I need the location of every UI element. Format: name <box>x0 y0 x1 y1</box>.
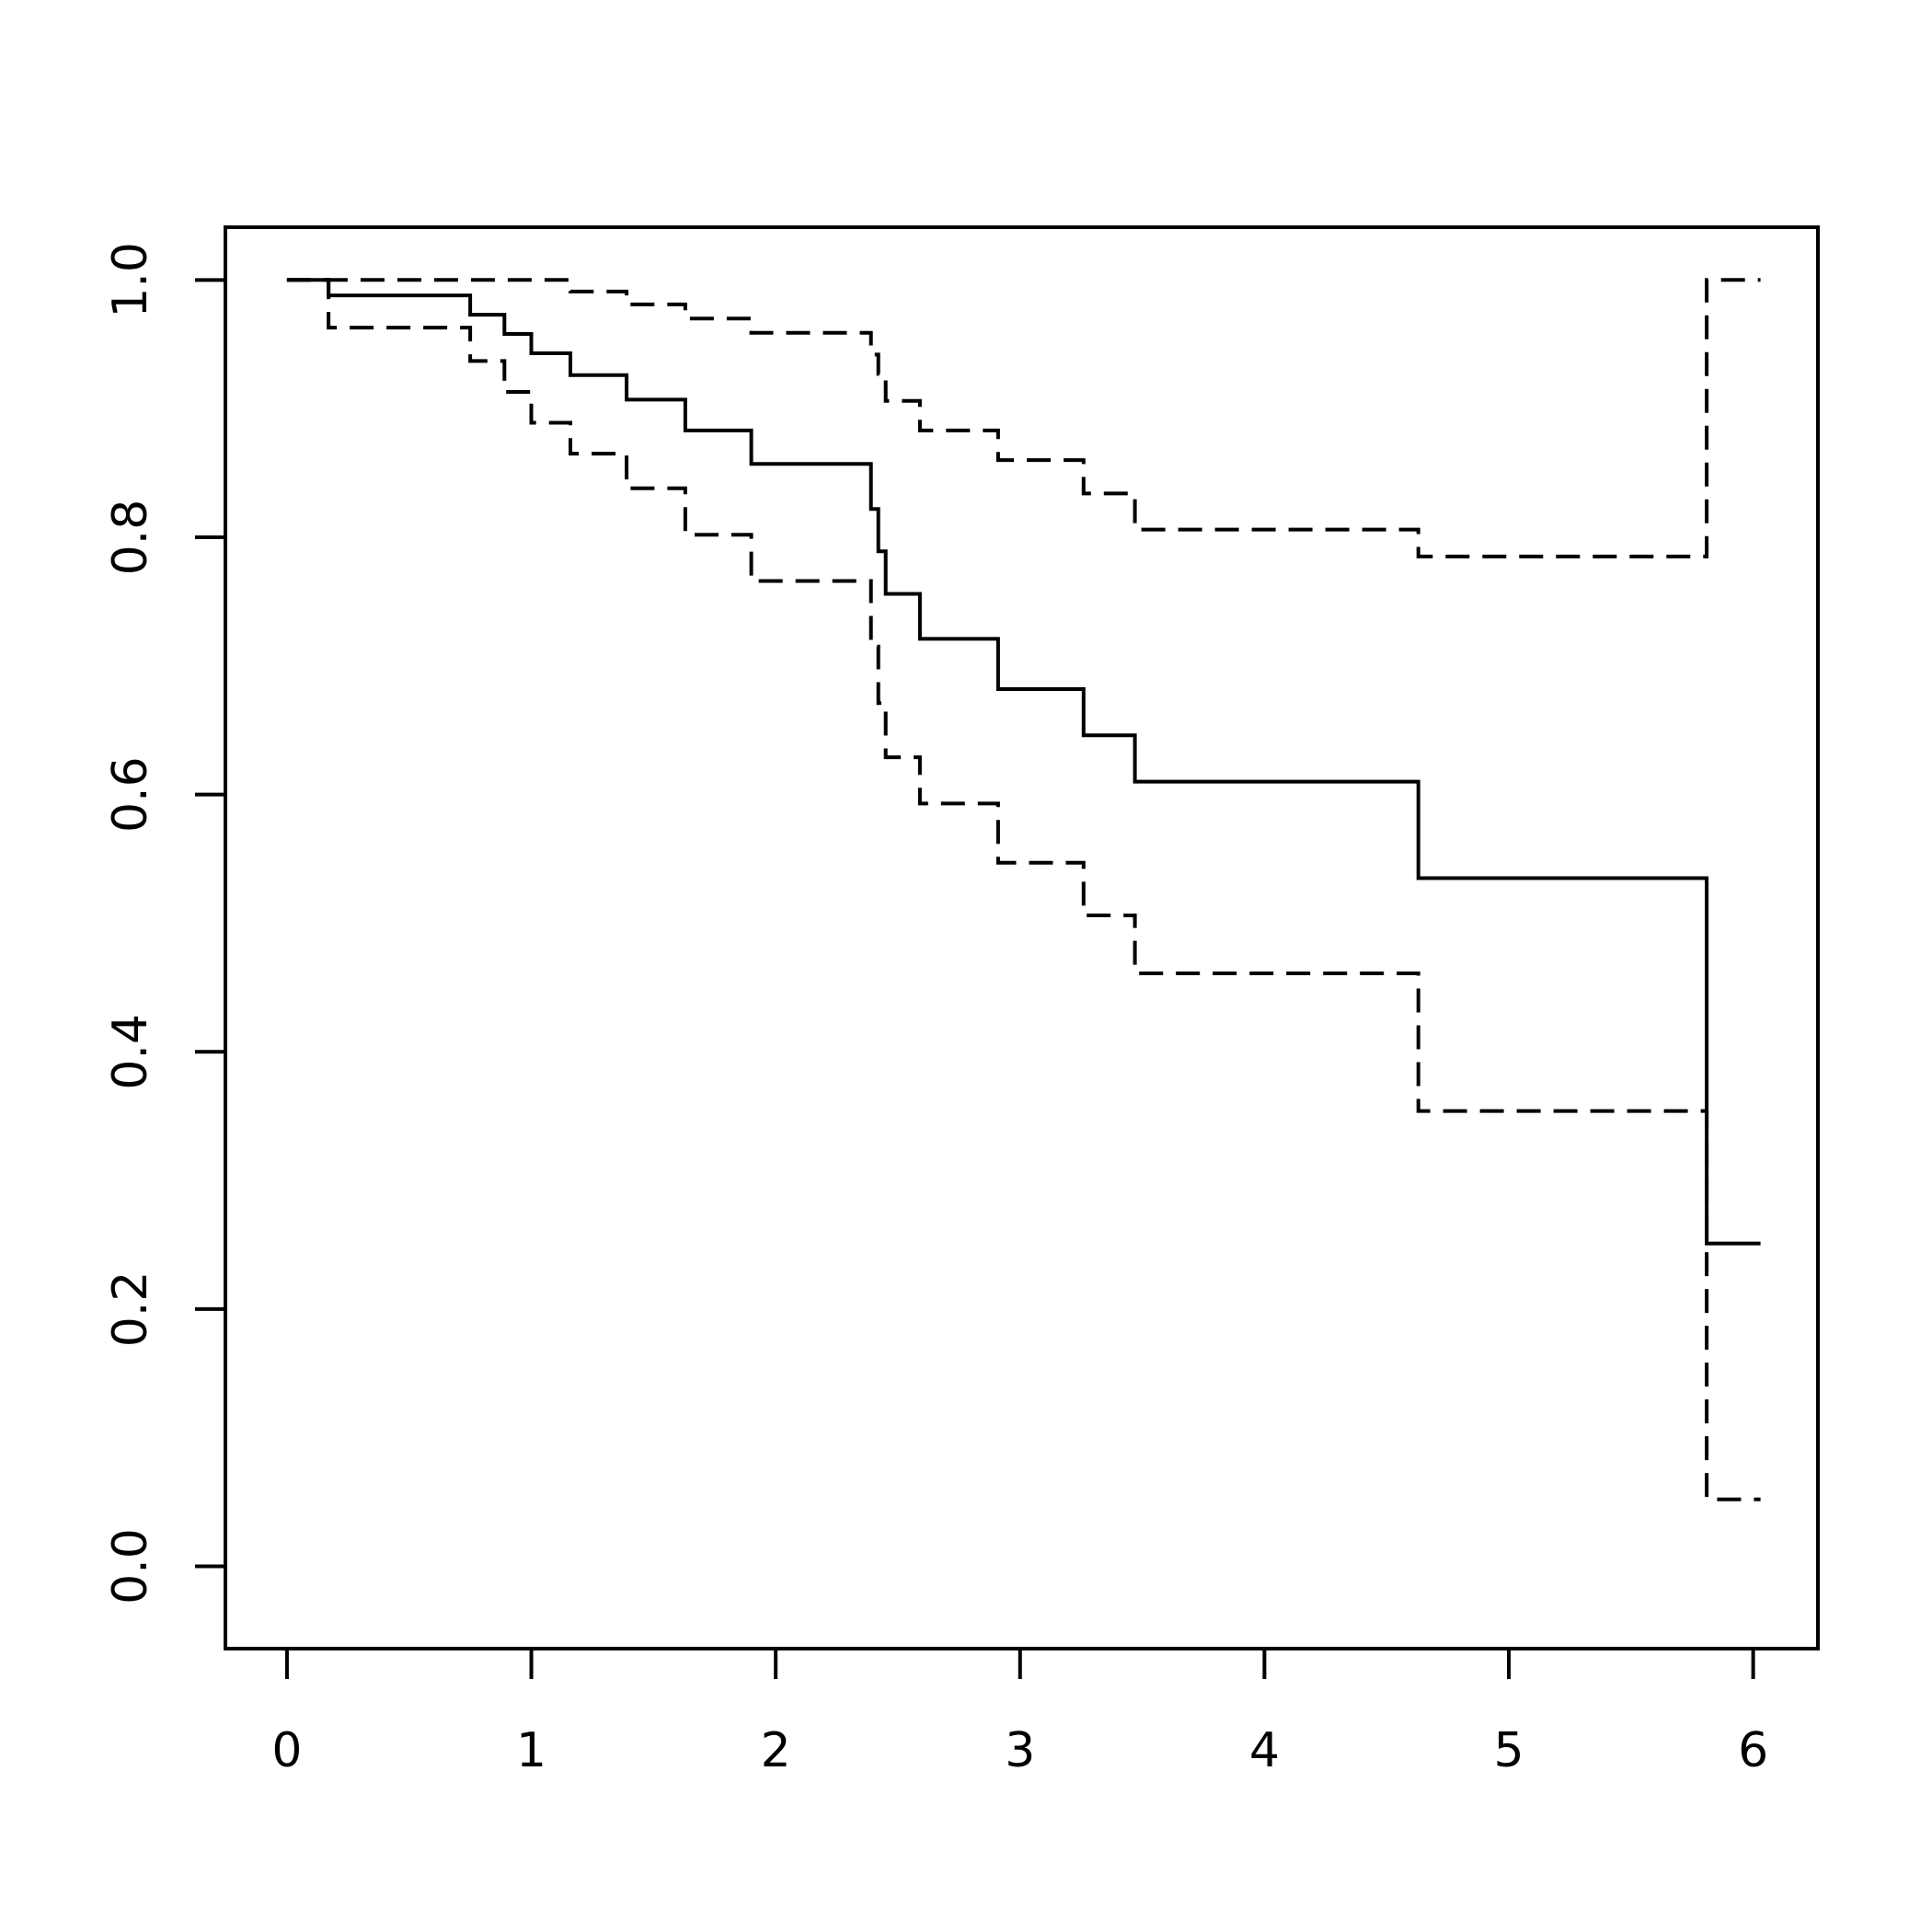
y-axis-tick-label: 0.8 <box>103 500 158 576</box>
x-axis-tick-label: 6 <box>1738 1723 1768 1778</box>
x-axis-tick-label: 4 <box>1249 1723 1280 1778</box>
survival-estimate-line <box>286 278 1761 1246</box>
upper-confidence-band-line <box>286 278 1761 558</box>
y-axis-tick-label: 0.6 <box>103 756 158 833</box>
y-axis-tick-label: 0.2 <box>103 1271 158 1348</box>
x-axis-tick-label: 1 <box>516 1723 546 1778</box>
y-axis-tick-label: 1.0 <box>103 242 158 318</box>
lower-confidence-band-line <box>286 278 1761 1501</box>
x-axis-tick-label: 3 <box>1005 1723 1035 1778</box>
x-axis-tick-label: 0 <box>271 1723 302 1778</box>
y-axis-tick-label: 0.4 <box>103 1014 158 1090</box>
y-axis-tick-label: 0.0 <box>103 1528 158 1604</box>
x-axis-tick-label: 5 <box>1493 1723 1524 1778</box>
x-axis-tick-label: 2 <box>761 1723 791 1778</box>
